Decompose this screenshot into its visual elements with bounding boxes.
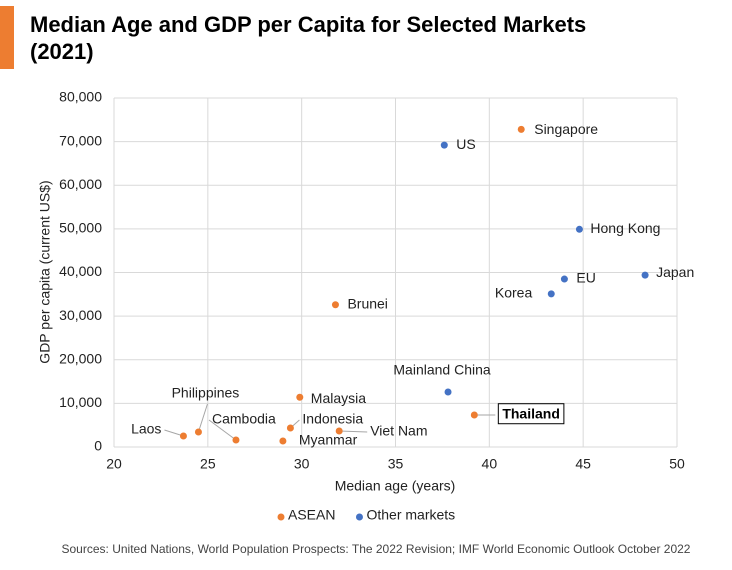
point	[179, 432, 187, 440]
y-tick-label: 20,000	[59, 350, 102, 366]
x-tick-label: 50	[669, 456, 685, 472]
point	[575, 225, 583, 233]
point	[517, 125, 525, 133]
point	[470, 411, 478, 419]
y-tick-label: 80,000	[59, 89, 102, 105]
source-note: Sources: United Nations, World Populatio…	[62, 542, 691, 556]
point-label: Laos	[131, 421, 161, 437]
x-tick-label: 30	[294, 456, 310, 472]
chart-title: Median Age and GDP per Capita for Select…	[30, 12, 586, 64]
point-label: Korea	[495, 285, 533, 301]
y-tick-label: 0	[94, 438, 102, 454]
point-label: Indonesia	[302, 411, 363, 427]
leader-line	[208, 419, 237, 441]
x-axis-title: Median age (years)	[335, 478, 456, 494]
label-box	[497, 403, 565, 425]
point	[641, 271, 649, 279]
point	[440, 141, 448, 149]
point	[286, 424, 294, 432]
x-tick-label: 40	[482, 456, 498, 472]
x-tick-label: 45	[575, 456, 591, 472]
legend-label: ASEAN	[288, 507, 335, 523]
y-tick-label: 60,000	[59, 176, 102, 192]
y-tick-label: 40,000	[59, 263, 102, 279]
x-tick-label: 20	[106, 456, 122, 472]
point	[296, 393, 304, 401]
point-label: Mainland China	[393, 362, 490, 378]
x-tick-label: 35	[388, 456, 404, 472]
point-label: Cambodia	[212, 411, 276, 427]
point	[560, 275, 568, 283]
point	[279, 437, 287, 445]
point	[335, 427, 343, 435]
point-label: Malaysia	[311, 390, 366, 406]
point-label: Viet Nam	[370, 423, 427, 439]
leader-line	[339, 430, 368, 433]
point	[331, 301, 339, 309]
point-label: Thailand	[502, 406, 560, 422]
point	[194, 428, 202, 436]
point	[444, 388, 452, 396]
point-label: Hong Kong	[590, 220, 660, 236]
y-tick-label: 10,000	[59, 394, 102, 410]
point-label: Myanmar	[299, 432, 358, 448]
y-tick-label: 70,000	[59, 132, 102, 148]
point-label: EU	[576, 270, 595, 286]
point-label: Philippines	[172, 385, 240, 401]
y-tick-label: 50,000	[59, 220, 102, 236]
point	[232, 436, 240, 444]
point-label: Brunei	[347, 295, 387, 311]
y-tick-label: 30,000	[59, 307, 102, 323]
point-label: Singapore	[534, 121, 598, 137]
title-accent	[0, 6, 14, 69]
legend-label: Other markets	[366, 507, 455, 523]
point-label: Japan	[656, 264, 694, 280]
point-label: US	[456, 136, 475, 152]
legend-marker	[355, 513, 363, 521]
x-tick-label: 25	[200, 456, 216, 472]
legend-marker	[277, 513, 285, 521]
leader-line	[197, 403, 208, 433]
y-axis-title: GDP per capita (current US$)	[37, 180, 53, 363]
point	[547, 290, 555, 298]
